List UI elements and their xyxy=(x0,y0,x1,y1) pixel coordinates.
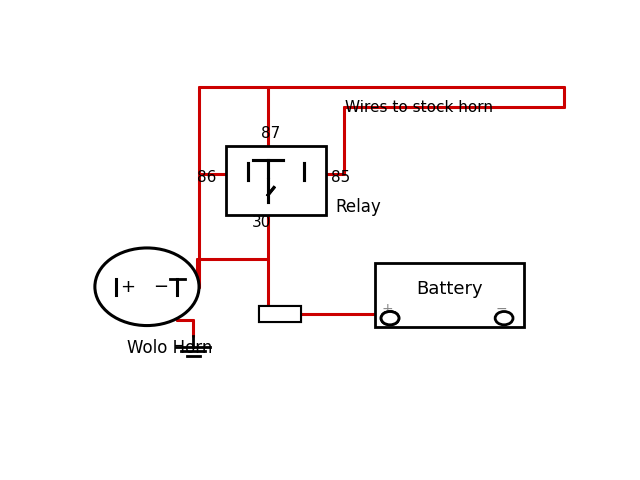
Text: Relay: Relay xyxy=(335,198,381,216)
Text: 30: 30 xyxy=(252,215,271,229)
Circle shape xyxy=(381,312,399,325)
Text: +: + xyxy=(120,278,136,296)
Text: Wolo Horn: Wolo Horn xyxy=(127,339,212,357)
Circle shape xyxy=(381,312,399,325)
Text: 86: 86 xyxy=(196,170,216,185)
Text: −: − xyxy=(496,302,508,316)
Circle shape xyxy=(95,248,199,325)
Bar xyxy=(259,306,301,322)
Bar xyxy=(375,263,524,327)
Text: 87: 87 xyxy=(261,126,280,141)
Text: Battery: Battery xyxy=(416,279,483,298)
Text: Wires to stock horn: Wires to stock horn xyxy=(346,100,493,115)
Bar xyxy=(227,146,326,215)
Text: +: + xyxy=(381,302,394,316)
Circle shape xyxy=(495,312,513,325)
Text: −: − xyxy=(154,278,168,296)
Bar xyxy=(259,306,301,322)
Text: 85: 85 xyxy=(331,170,350,185)
